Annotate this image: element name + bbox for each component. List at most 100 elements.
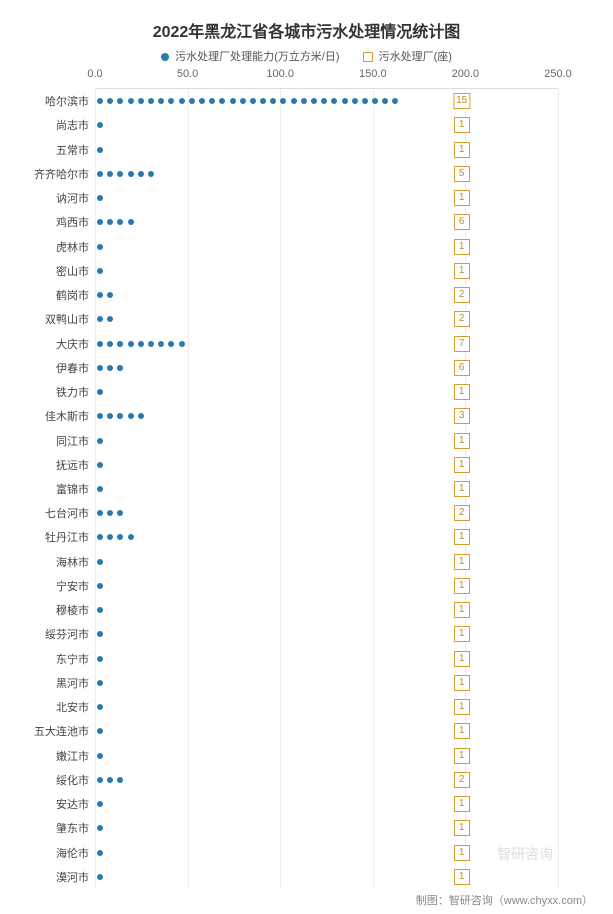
- dots-track: [95, 283, 558, 307]
- data-row: 密山市1: [95, 259, 558, 283]
- data-row: 哈尔滨市15: [95, 89, 558, 113]
- capacity-dot: [97, 365, 103, 371]
- capacity-dot: [321, 98, 327, 104]
- plants-badge: 1: [454, 602, 470, 618]
- capacity-dot: [107, 413, 113, 419]
- plants-badge: 1: [454, 699, 470, 715]
- dots-track: [95, 598, 558, 622]
- y-label: 绥芬河市: [17, 626, 89, 642]
- capacity-dot: [117, 98, 123, 104]
- capacity-dot: [97, 704, 103, 710]
- x-tick-label: 200.0: [452, 68, 480, 80]
- capacity-dot: [97, 244, 103, 250]
- y-label: 哈尔滨市: [17, 93, 89, 109]
- capacity-dot: [97, 777, 103, 783]
- plants-badge: 1: [454, 190, 470, 206]
- dots-track: [95, 356, 558, 380]
- capacity-dot: [311, 98, 317, 104]
- plants-badge: 1: [454, 578, 470, 594]
- capacity-dot: [158, 98, 164, 104]
- y-label: 双鸭山市: [17, 311, 89, 327]
- y-label: 嫩江市: [17, 748, 89, 764]
- capacity-dot: [148, 98, 154, 104]
- dots-track: [95, 453, 558, 477]
- y-label: 佳木斯市: [17, 408, 89, 424]
- capacity-dot: [342, 98, 348, 104]
- x-tick-label: 250.0: [544, 68, 572, 80]
- capacity-dot: [148, 171, 154, 177]
- capacity-dot: [97, 438, 103, 444]
- y-label: 绥化市: [17, 772, 89, 788]
- capacity-dot: [97, 219, 103, 225]
- capacity-dot: [107, 777, 113, 783]
- y-label: 鹤岗市: [17, 287, 89, 303]
- capacity-dot: [189, 98, 195, 104]
- data-row: 讷河市1: [95, 186, 558, 210]
- dots-track: [95, 501, 558, 525]
- legend-square-icon: [363, 52, 373, 62]
- capacity-dot: [128, 413, 134, 419]
- y-label: 肇东市: [17, 820, 89, 836]
- legend-plants-label: 污水处理厂(座): [379, 51, 452, 63]
- plants-badge: 1: [454, 675, 470, 691]
- dots-track: [95, 768, 558, 792]
- dots-track: [95, 380, 558, 404]
- plants-badge: 1: [454, 820, 470, 836]
- capacity-dot: [250, 98, 256, 104]
- dots-track: [95, 647, 558, 671]
- dots-track: [95, 259, 558, 283]
- data-row: 东宁市1: [95, 647, 558, 671]
- y-label: 讷河市: [17, 190, 89, 206]
- capacity-dot: [128, 534, 134, 540]
- capacity-dot: [97, 292, 103, 298]
- capacity-dot: [331, 98, 337, 104]
- dots-track: [95, 525, 558, 549]
- plants-badge: 1: [454, 554, 470, 570]
- plants-badge: 1: [454, 481, 470, 497]
- y-label: 虎林市: [17, 239, 89, 255]
- plants-badge: 1: [454, 796, 470, 812]
- capacity-dot: [97, 850, 103, 856]
- y-label: 五大连池市: [17, 723, 89, 739]
- capacity-dot: [107, 534, 113, 540]
- data-row: 鹤岗市2: [95, 283, 558, 307]
- x-gridline: [558, 89, 559, 889]
- data-row: 齐齐哈尔市5: [95, 162, 558, 186]
- y-label: 海伦市: [17, 845, 89, 861]
- plants-badge: 1: [454, 748, 470, 764]
- data-row: 鸡西市6: [95, 210, 558, 234]
- plants-badge: 2: [454, 505, 470, 521]
- plants-badge: 1: [454, 239, 470, 255]
- capacity-dot: [97, 341, 103, 347]
- capacity-dot: [97, 607, 103, 613]
- dots-track: [95, 695, 558, 719]
- data-row: 牡丹江市1: [95, 525, 558, 549]
- y-label: 海林市: [17, 554, 89, 570]
- data-row: 黑河市1: [95, 671, 558, 695]
- capacity-dot: [148, 341, 154, 347]
- data-row: 同江市1: [95, 428, 558, 452]
- plot-area: 哈尔滨市15尚志市1五常市1齐齐哈尔市5讷河市1鸡西市6虎林市1密山市1鹤岗市2…: [95, 88, 558, 889]
- capacity-dot: [372, 98, 378, 104]
- x-tick-label: 0.0: [87, 68, 102, 80]
- dots-track: [95, 162, 558, 186]
- capacity-dot: [107, 219, 113, 225]
- capacity-dot: [352, 98, 358, 104]
- y-label: 宁安市: [17, 578, 89, 594]
- chart-container: 2022年黑龙江省各城市污水处理情况统计图 污水处理厂处理能力(万立方米/日) …: [0, 0, 613, 914]
- plants-badge: 1: [454, 263, 470, 279]
- capacity-dot: [117, 413, 123, 419]
- data-row: 宁安市1: [95, 574, 558, 598]
- capacity-dot: [107, 510, 113, 516]
- capacity-dot: [97, 462, 103, 468]
- data-row: 五常市1: [95, 137, 558, 161]
- x-tick-label: 50.0: [177, 68, 198, 80]
- plants-badge: 5: [454, 166, 470, 182]
- capacity-dot: [97, 656, 103, 662]
- data-row: 嫩江市1: [95, 744, 558, 768]
- capacity-dot: [97, 195, 103, 201]
- data-row: 安达市1: [95, 792, 558, 816]
- capacity-dot: [117, 534, 123, 540]
- data-row: 七台河市2: [95, 501, 558, 525]
- plants-badge: 2: [454, 287, 470, 303]
